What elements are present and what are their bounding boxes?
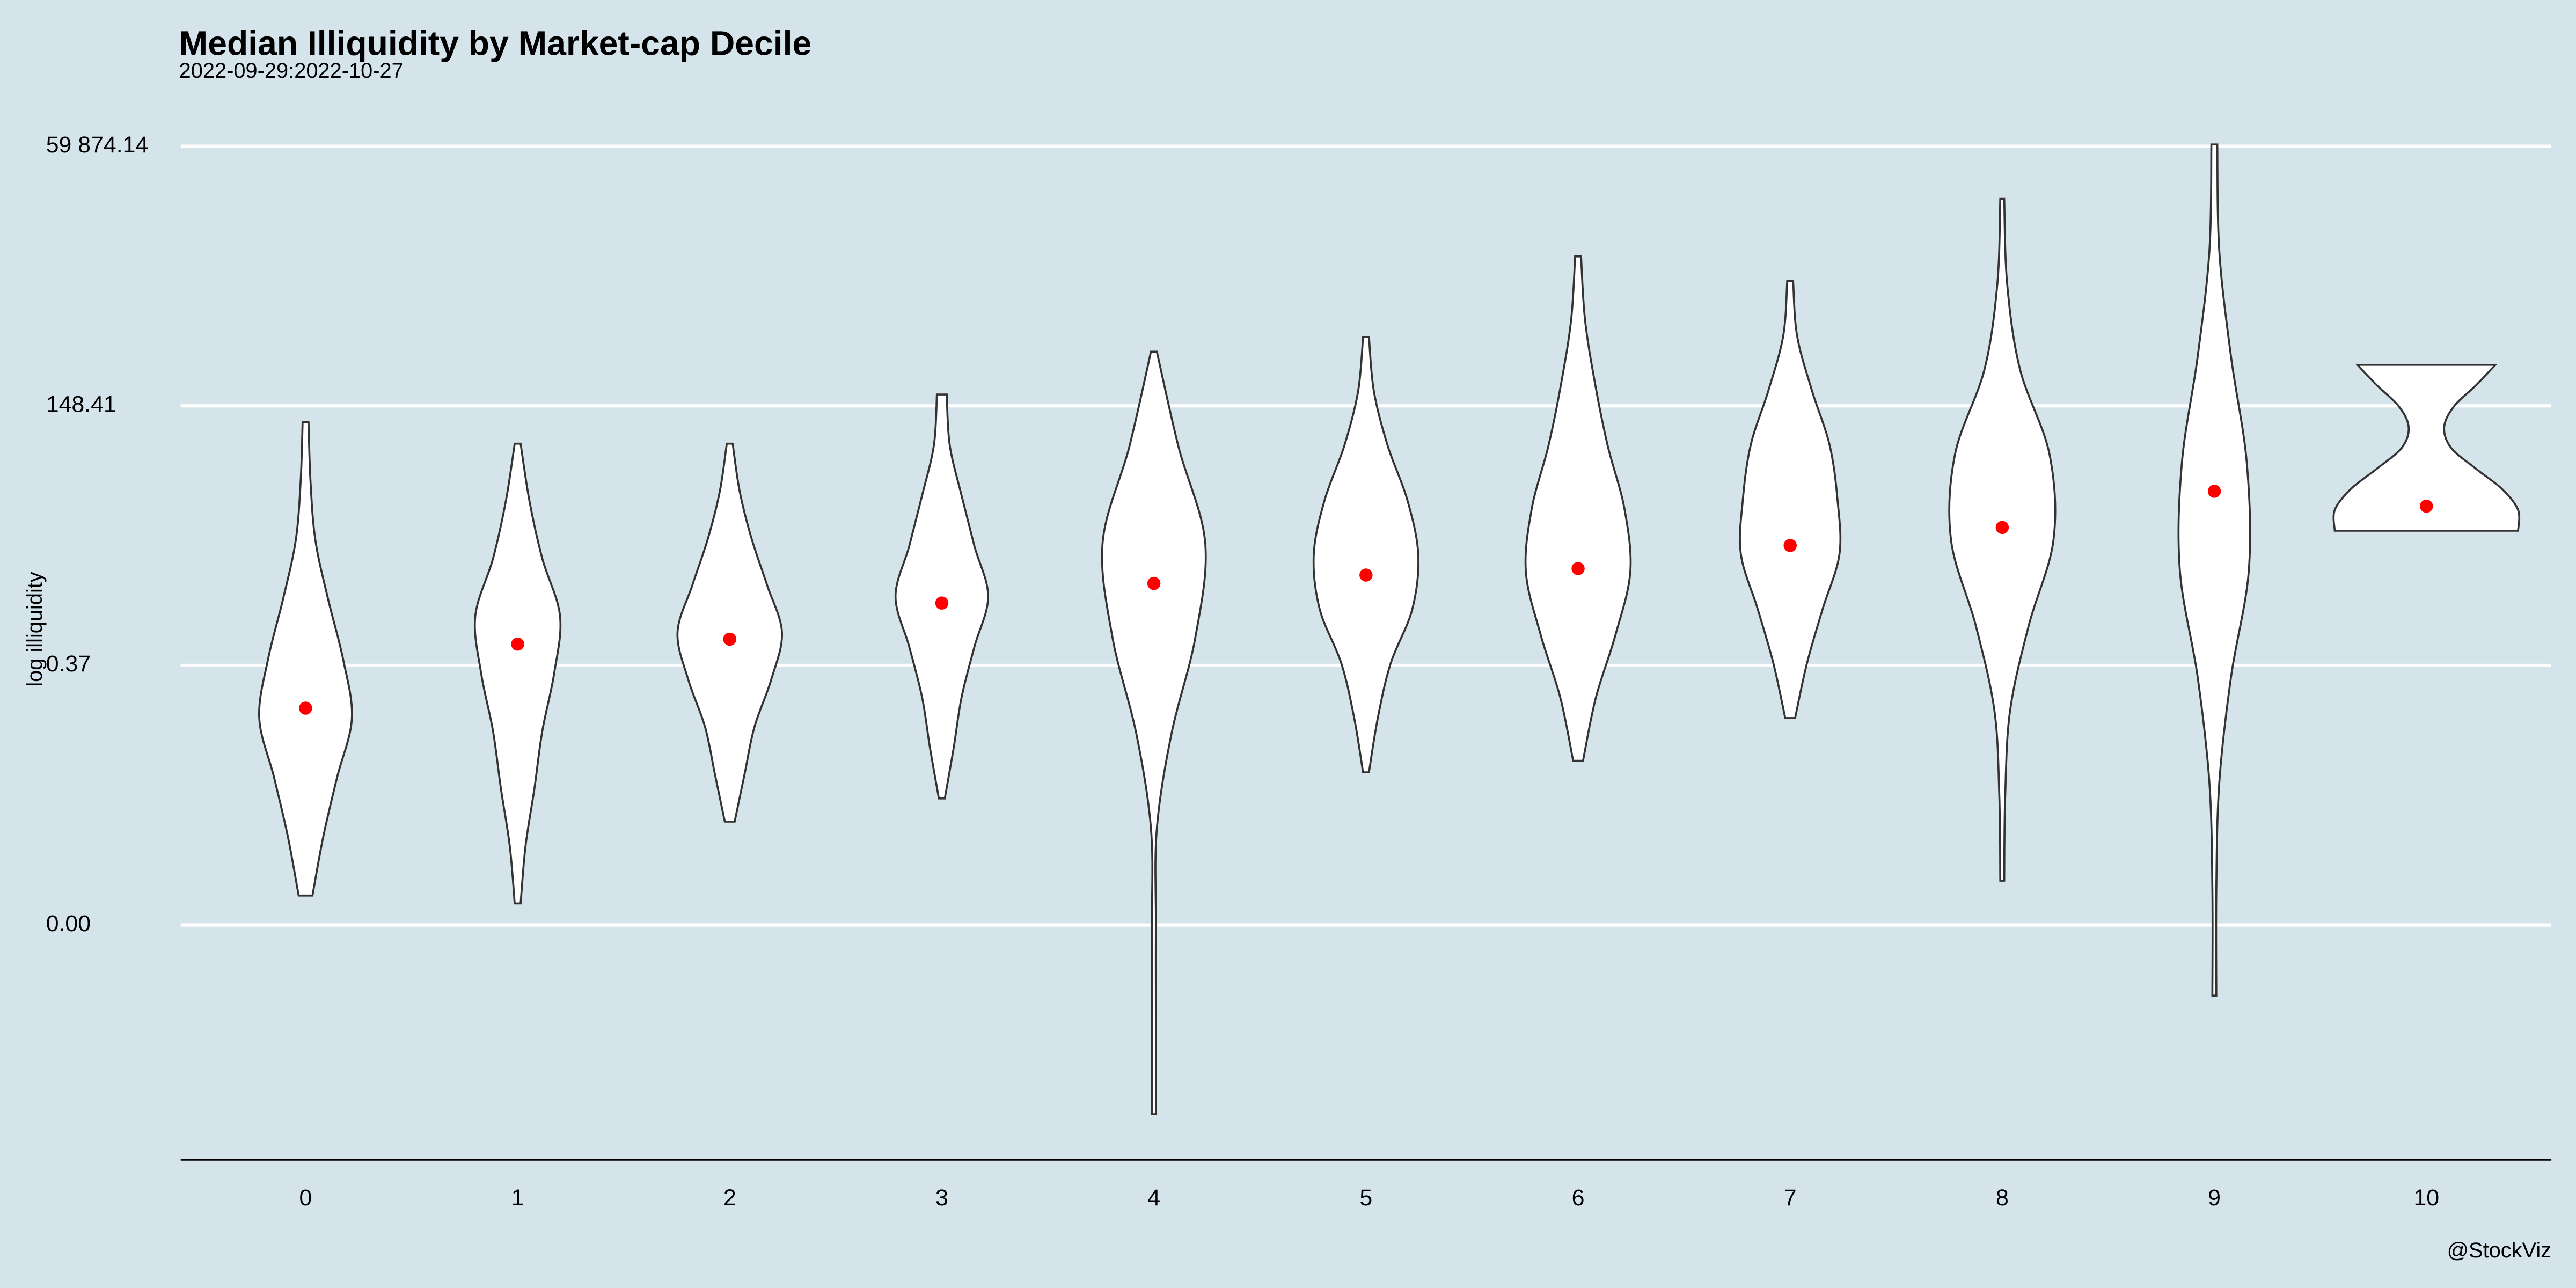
median-point <box>935 596 949 610</box>
y-axis-label: log illiquidity <box>23 572 47 687</box>
median-point <box>2207 485 2221 498</box>
violin <box>473 442 562 905</box>
median-point <box>723 632 737 646</box>
violin <box>894 393 990 800</box>
y-tick-label: 0.00 <box>46 911 91 936</box>
violin <box>258 421 353 897</box>
y-tick-label: 148.41 <box>46 392 116 418</box>
x-tick-label: 1 <box>511 1185 524 1211</box>
x-tick-label: 8 <box>1996 1185 2009 1211</box>
violin <box>1101 350 1207 1115</box>
y-tick-label: 59 874.14 <box>46 132 149 158</box>
x-tick-label: 10 <box>2413 1185 2439 1211</box>
x-tick-label: 2 <box>723 1185 736 1211</box>
median-point <box>2420 499 2433 513</box>
x-tick-label: 7 <box>1784 1185 1797 1211</box>
x-tick-label: 0 <box>299 1185 312 1211</box>
violin <box>1739 280 1842 719</box>
violin <box>1524 255 1632 762</box>
median-point <box>511 637 524 651</box>
median-point <box>1571 562 1585 575</box>
y-tick-label: 0.37 <box>46 651 91 677</box>
violin <box>2177 143 2251 997</box>
violin <box>1312 335 1419 773</box>
median-point <box>1147 576 1161 590</box>
median-point <box>1783 539 1797 552</box>
violin <box>2332 363 2521 532</box>
x-tick-label: 9 <box>2208 1185 2221 1211</box>
x-tick-label: 3 <box>935 1185 948 1211</box>
x-tick-label: 4 <box>1147 1185 1160 1211</box>
chart-title: Median Illiquidity by Market-cap Decile <box>179 24 812 63</box>
median-point <box>1995 521 2009 535</box>
x-tick-label: 6 <box>1572 1185 1585 1211</box>
median-point <box>299 701 312 715</box>
violin <box>1948 197 2057 882</box>
median-point <box>1359 568 1373 582</box>
chart-subtitle: 2022-09-29:2022-10-27 <box>179 59 404 83</box>
caption: @StockViz <box>2447 1239 2551 1262</box>
x-tick-label: 5 <box>1359 1185 1372 1211</box>
